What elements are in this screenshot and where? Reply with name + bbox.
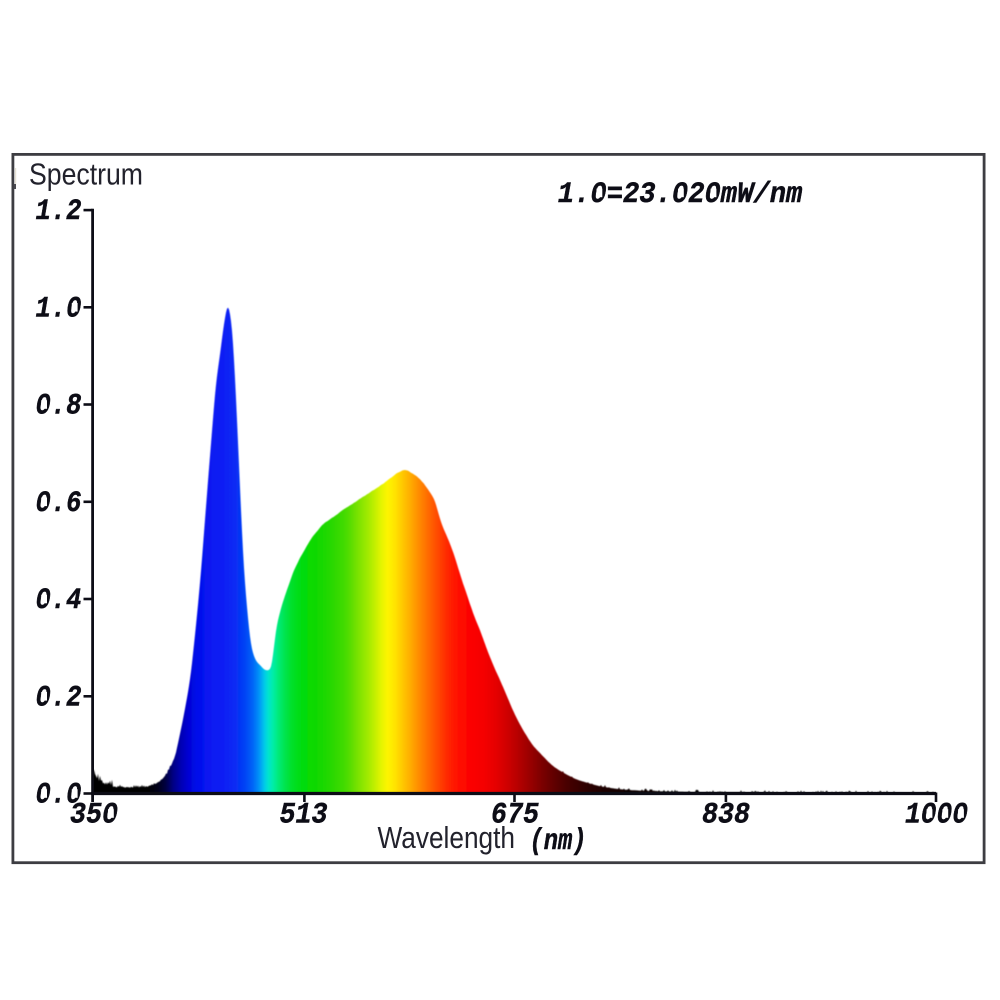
svg-text:1000: 1000 [905,799,968,833]
svg-text:1.0: 1.0 [36,292,82,326]
svg-text:(nm): (nm) [530,824,587,858]
svg-text:838: 838 [702,799,750,833]
svg-text:Wavelength: Wavelength [378,820,516,855]
svg-text:1.2: 1.2 [36,195,82,229]
svg-text:513: 513 [280,799,328,833]
svg-text:Spectrum: Spectrum [29,157,143,191]
svg-text:675: 675 [491,799,539,833]
